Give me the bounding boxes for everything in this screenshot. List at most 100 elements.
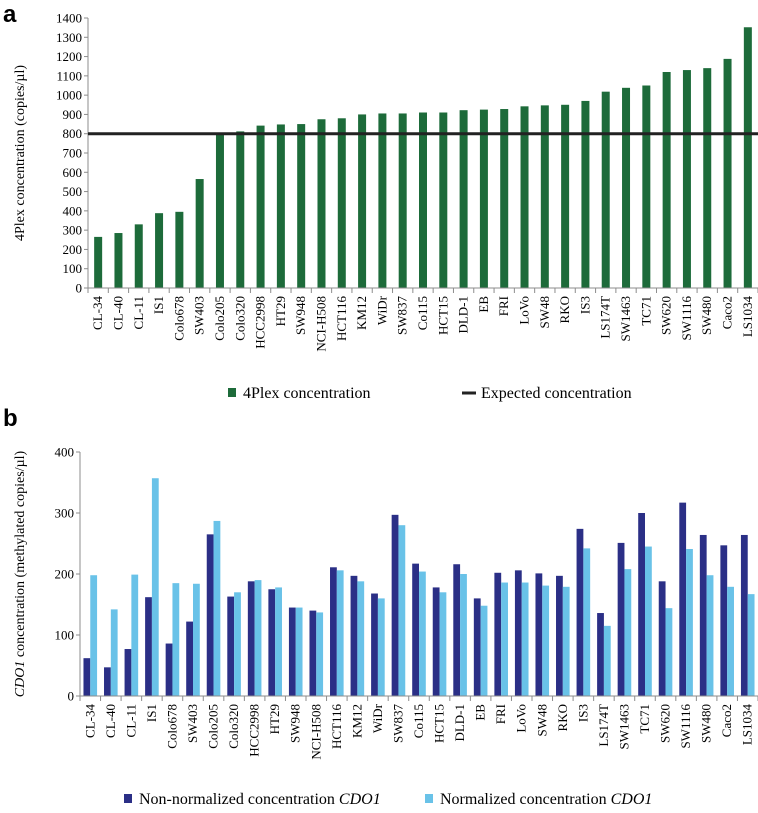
bar-fri bbox=[500, 109, 509, 289]
y-tick-label: 500 bbox=[63, 184, 83, 199]
bar-cl-11-s1 bbox=[124, 649, 132, 696]
x-tick-label: SW1463 bbox=[616, 704, 631, 750]
legend-label: Expected concentration bbox=[481, 385, 632, 402]
bar-ls174t bbox=[601, 91, 610, 289]
bar-ls1034 bbox=[743, 27, 752, 289]
legend: 4Plex concentration Expected concentratio… bbox=[228, 385, 632, 402]
bar-widr-s2 bbox=[377, 598, 385, 696]
bar-cl-40-s1 bbox=[104, 667, 111, 696]
bar-ht29-s1 bbox=[268, 589, 276, 696]
x-tick-label: SW948 bbox=[293, 296, 308, 335]
bar-lovo-s1 bbox=[514, 570, 522, 696]
y-tick-label: 300 bbox=[55, 506, 75, 521]
bar-colo678-s1 bbox=[165, 643, 173, 696]
bar-sw948-s1 bbox=[288, 607, 296, 696]
x-tick-label: HCT116 bbox=[329, 704, 344, 750]
bar-co115 bbox=[419, 112, 427, 288]
bar-colo320-s2 bbox=[234, 592, 241, 696]
bar-ht29 bbox=[276, 124, 285, 288]
bar-dld-1-s1 bbox=[453, 564, 461, 696]
x-tick-label: DLD-1 bbox=[456, 296, 471, 334]
bar-sw480 bbox=[703, 68, 712, 289]
x-tick-label: IS3 bbox=[575, 704, 590, 722]
bar-eb-s1 bbox=[473, 598, 481, 696]
bar-sw1463-s1 bbox=[617, 542, 625, 696]
bar-co115-s2 bbox=[419, 571, 426, 696]
bar-hcc2998-s1 bbox=[247, 581, 255, 696]
x-tick-label: Colo205 bbox=[206, 704, 221, 749]
x-tick-label: Colo320 bbox=[232, 296, 247, 341]
legend-label: Non-normalized concentration CDO1 bbox=[139, 791, 381, 808]
x-tick-label: HT29 bbox=[267, 704, 282, 734]
bar-cl-34-s2 bbox=[90, 575, 98, 696]
y-tick-label: 0 bbox=[68, 689, 75, 704]
x-tick-label: HCC2998 bbox=[247, 704, 262, 757]
x-tick-label: Caco2 bbox=[720, 296, 735, 329]
x-tick-label: FRI bbox=[496, 296, 511, 316]
bar-hcc2998-s2 bbox=[254, 580, 262, 696]
y-tick-label: 600 bbox=[63, 165, 83, 180]
bar-colo678-s2 bbox=[172, 583, 180, 696]
bar-fri-s2 bbox=[501, 582, 508, 696]
y-tick-label: 1300 bbox=[56, 30, 82, 45]
bar-rko bbox=[561, 104, 570, 289]
y-tick-label: 400 bbox=[63, 203, 83, 218]
bar-sw403 bbox=[195, 179, 204, 288]
x-tick-label: SW620 bbox=[659, 296, 674, 335]
legend: Non-normalized concentration CDO1 Normali… bbox=[124, 791, 652, 808]
x-tick-label: LoVo bbox=[517, 296, 532, 325]
x-tick-label: CL-40 bbox=[110, 296, 125, 330]
panel-b-chart: 0 100 200 300 400 CL-34 CL-40 CL-11 IS1 Colo678 SW… bbox=[13, 445, 758, 808]
bar-is1-s1 bbox=[145, 597, 152, 696]
bar-widr-s1 bbox=[371, 593, 378, 696]
bar-hct116-s2 bbox=[336, 570, 344, 696]
bar-sw480-s1 bbox=[699, 534, 707, 696]
bar-nci-h508-s2 bbox=[316, 612, 324, 696]
x-tick-label: SW1116 bbox=[679, 296, 694, 341]
bar-hct15 bbox=[439, 112, 448, 288]
x-tick-label: HT29 bbox=[273, 296, 288, 326]
bar-colo678 bbox=[175, 211, 184, 288]
x-tick-label: LS1034 bbox=[740, 296, 755, 338]
x-tick-label: DLD-1 bbox=[452, 704, 467, 742]
bar-km12-s2 bbox=[357, 581, 365, 696]
bar-ls1034-s1 bbox=[740, 534, 748, 696]
x-tick-label: SW480 bbox=[699, 704, 714, 743]
x-tick-label: LS174T bbox=[596, 704, 611, 747]
bar-sw1116-s1 bbox=[679, 502, 687, 696]
bar-sw1463-s2 bbox=[624, 569, 632, 696]
x-tick-label: WiDr bbox=[374, 295, 389, 325]
x-tick-label: SW403 bbox=[192, 296, 207, 335]
x-tick-label: SW837 bbox=[390, 704, 405, 744]
y-tick-label: 1100 bbox=[56, 68, 82, 83]
bar-cl-34-s1 bbox=[83, 658, 91, 696]
bar-sw948-s2 bbox=[295, 607, 303, 696]
y-tick-label: 700 bbox=[63, 146, 83, 161]
x-tick-label: SW1463 bbox=[618, 296, 633, 342]
bar-eb bbox=[479, 109, 488, 288]
legend-swatch bbox=[425, 794, 433, 803]
bar-is3 bbox=[581, 100, 590, 288]
bar-ht29-s2 bbox=[275, 587, 282, 696]
y-tick-label: 200 bbox=[55, 567, 75, 582]
x-tick-label: FRI bbox=[493, 704, 508, 724]
legend-swatch bbox=[124, 794, 132, 803]
bar-ls174t-s1 bbox=[597, 613, 604, 696]
bar-nci-h508 bbox=[317, 119, 326, 288]
x-tick-label: Caco2 bbox=[719, 704, 734, 737]
bar-sw48 bbox=[540, 105, 549, 288]
x-tick-label: EB bbox=[473, 704, 488, 721]
legend-swatch bbox=[228, 388, 236, 397]
y-tick-label: 1000 bbox=[56, 88, 82, 103]
bar-cl-40 bbox=[114, 233, 123, 288]
x-tick-label: NCI-H508 bbox=[313, 296, 328, 352]
x-tick-label: HCT116 bbox=[334, 296, 349, 342]
bar-sw480-s2 bbox=[706, 575, 714, 696]
x-tick-label: IS1 bbox=[144, 704, 159, 722]
bar-cl-40-s2 bbox=[110, 609, 118, 696]
bar-lovo bbox=[520, 106, 529, 288]
bar-co115-s1 bbox=[412, 563, 419, 696]
bar-sw948 bbox=[297, 124, 306, 288]
bar-tc71 bbox=[642, 85, 651, 288]
bar-hct15-s2 bbox=[439, 592, 447, 696]
